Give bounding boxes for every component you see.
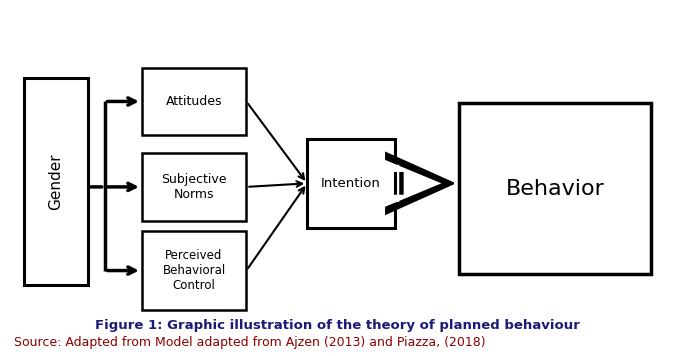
Text: Figure 1: Graphic illustration of the theory of planned behaviour: Figure 1: Graphic illustration of the th… [95,319,580,332]
Polygon shape [384,159,441,207]
Text: Gender: Gender [48,153,63,210]
Text: Intention: Intention [321,177,381,190]
Bar [459,103,651,274]
Bar [142,153,246,221]
Text: Perceived
Behavioral
Control: Perceived Behavioral Control [163,249,225,292]
Text: Subjective
Norms: Subjective Norms [161,173,227,201]
Bar [307,139,395,228]
Text: Attitudes: Attitudes [166,95,222,108]
Text: Behavior: Behavior [506,179,605,199]
Text: Source: Adapted from Model adapted from Ajzen (2013) and Piazza, (2018): Source: Adapted from Model adapted from … [14,336,485,349]
Bar [142,231,246,310]
Bar [24,78,88,285]
Bar [142,68,246,135]
Polygon shape [386,153,454,214]
